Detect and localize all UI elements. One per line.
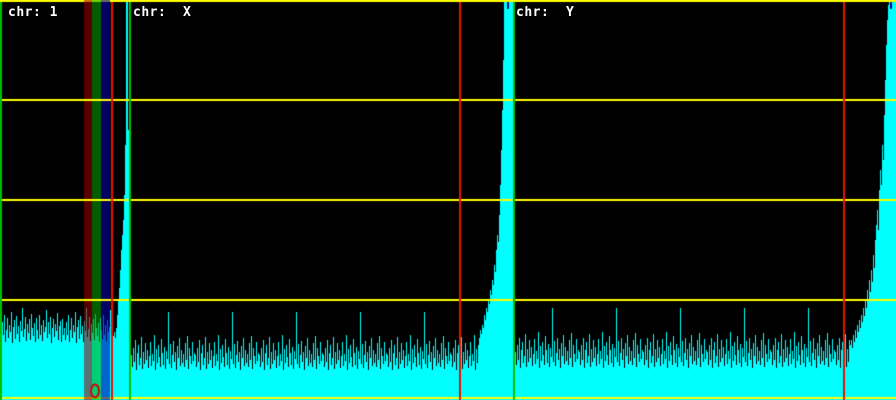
- chr-label-x: chr: X: [133, 5, 192, 20]
- chr-label-1: chr: 1: [8, 5, 58, 20]
- chr-label-y: chr: Y: [516, 5, 575, 20]
